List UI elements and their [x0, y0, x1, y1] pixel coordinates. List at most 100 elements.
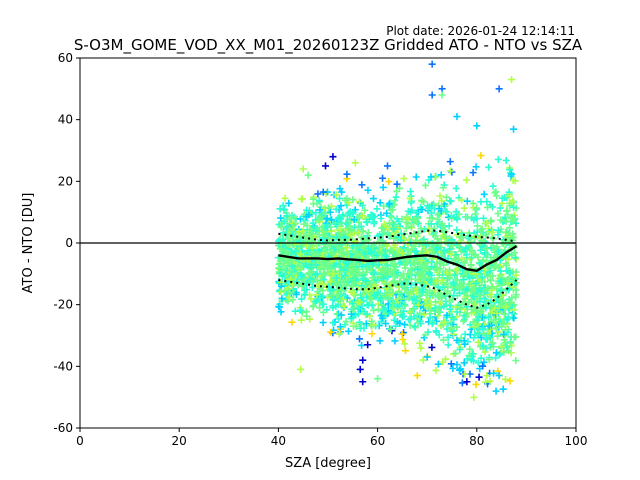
data-point [463, 378, 471, 386]
data-point [493, 309, 501, 317]
data-point [433, 215, 441, 223]
data-point [449, 278, 457, 286]
data-point [369, 195, 377, 203]
data-point [343, 170, 351, 178]
data-point [453, 226, 461, 234]
data-point [428, 209, 436, 217]
data-point [498, 323, 506, 331]
data-point [287, 226, 295, 234]
data-point [307, 295, 315, 303]
data-point [510, 203, 518, 211]
data-point [428, 60, 436, 68]
data-point [472, 163, 480, 171]
data-point [509, 230, 517, 238]
data-point [335, 213, 343, 221]
data-point [482, 219, 490, 227]
data-point [445, 297, 453, 305]
data-point [389, 278, 397, 286]
data-point [376, 199, 384, 207]
data-point [446, 197, 454, 205]
data-point [418, 288, 426, 296]
data-point [313, 276, 321, 284]
data-point [404, 214, 412, 222]
data-point [512, 357, 520, 365]
data-point [332, 220, 340, 228]
data-point [392, 322, 400, 330]
data-point [472, 380, 480, 388]
data-point [319, 287, 327, 295]
data-point [472, 279, 480, 287]
data-point [379, 174, 387, 182]
data-point [336, 185, 344, 193]
data-point [487, 277, 495, 285]
data-point [501, 301, 509, 309]
data-point [428, 320, 436, 328]
data-point [346, 231, 354, 239]
data-point [363, 310, 371, 318]
data-point [463, 285, 471, 293]
data-point [351, 260, 359, 268]
data-point [397, 295, 405, 303]
data-point [463, 291, 471, 299]
data-point [469, 285, 477, 293]
data-point [288, 318, 296, 326]
data-point [497, 216, 505, 224]
data-point [439, 226, 447, 234]
data-point [352, 237, 360, 245]
data-point [502, 303, 510, 311]
data-point [466, 345, 474, 353]
data-point [349, 196, 357, 204]
data-point [452, 303, 460, 311]
data-point [427, 220, 435, 228]
data-point [485, 356, 493, 364]
data-point [385, 219, 393, 227]
data-point [276, 245, 284, 253]
data-point [487, 216, 495, 224]
data-point [409, 305, 417, 313]
data-point [374, 300, 382, 308]
data-point [284, 297, 292, 305]
data-point [507, 215, 515, 223]
data-point [438, 294, 446, 302]
data-point [499, 385, 507, 393]
data-point [357, 294, 365, 302]
data-point [380, 202, 388, 210]
data-point [494, 226, 502, 234]
data-point [470, 323, 478, 331]
data-point [342, 243, 350, 251]
data-point [416, 295, 424, 303]
data-point [393, 215, 401, 223]
scatter-points [274, 60, 520, 401]
data-point [341, 196, 349, 204]
data-point [475, 373, 483, 381]
data-point [481, 249, 489, 257]
data-point [277, 288, 285, 296]
data-point [364, 186, 372, 194]
data-point [337, 202, 345, 210]
data-point [362, 320, 370, 328]
data-point [473, 228, 481, 236]
data-point [458, 196, 466, 204]
data-point [441, 318, 449, 326]
data-point [298, 240, 306, 248]
data-point [418, 272, 426, 280]
data-point [414, 301, 422, 309]
data-point [418, 247, 426, 255]
data-point [356, 246, 364, 254]
data-point [368, 317, 376, 325]
data-point [497, 300, 505, 308]
data-point [436, 299, 444, 307]
data-point [479, 214, 487, 222]
data-point [277, 308, 285, 316]
data-point [384, 266, 392, 274]
data-point [435, 271, 443, 279]
data-point [404, 289, 412, 297]
data-point [463, 269, 471, 277]
data-point [396, 259, 404, 267]
data-point [356, 365, 364, 373]
data-point [480, 330, 488, 338]
data-point [467, 237, 475, 245]
data-point [502, 267, 510, 275]
data-point [362, 277, 370, 285]
data-point [498, 343, 506, 351]
